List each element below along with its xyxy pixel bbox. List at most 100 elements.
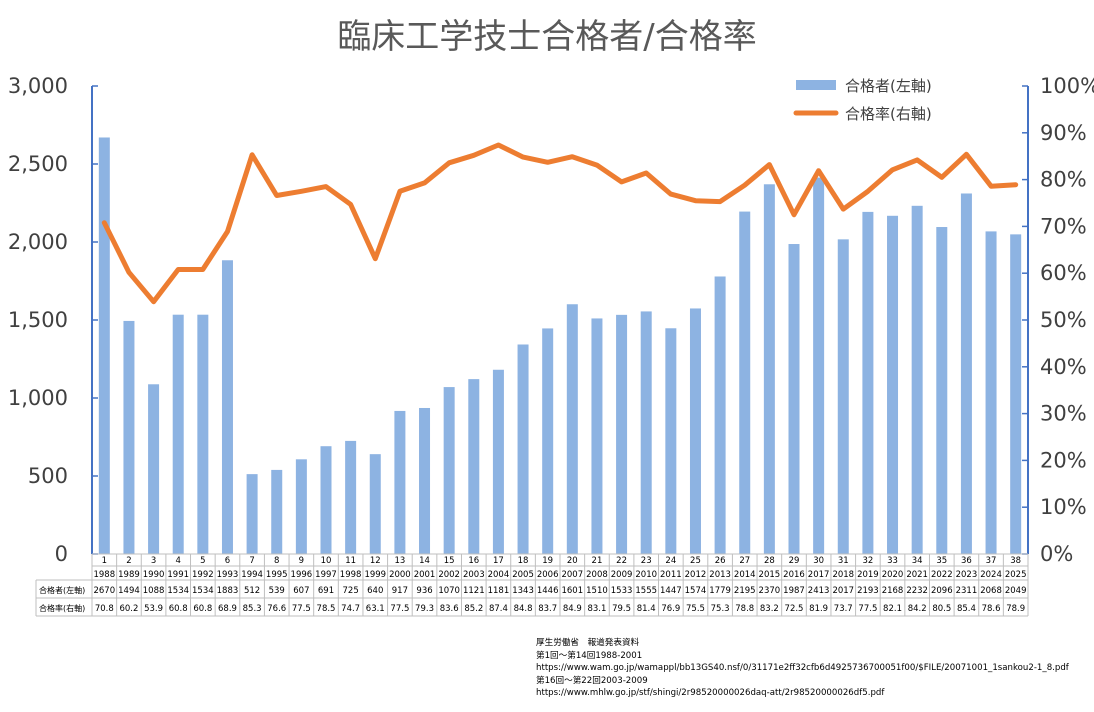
table-value-count: 1088: [143, 586, 165, 596]
x-year-label: 2011: [660, 570, 682, 580]
x-tick-label: 8: [274, 556, 279, 566]
x-year-label: 1992: [192, 570, 214, 580]
table-value-rate: 85.2: [464, 604, 483, 614]
x-year-label: 2023: [956, 570, 978, 580]
x-year-label: 2019: [857, 570, 879, 580]
x-year-label: 2016: [783, 570, 805, 580]
source-line: 厚生労働省 報道発表資料: [536, 638, 640, 648]
x-year-label: 2020: [882, 570, 904, 580]
line-point: [570, 155, 574, 159]
bar: [172, 314, 184, 554]
table-value-rate: 68.9: [218, 604, 237, 614]
bar: [616, 314, 628, 554]
line-point: [767, 163, 771, 167]
bar: [813, 177, 825, 554]
bar: [714, 276, 726, 554]
table-value-rate: 76.9: [661, 604, 680, 614]
table-value-rate: 60.2: [119, 604, 138, 614]
table-value-rate: 85.3: [243, 604, 262, 614]
table-value-count: 1446: [537, 586, 559, 596]
x-tick-label: 23: [641, 556, 652, 566]
y-right-tick-label: 90%: [1040, 121, 1087, 145]
table-value-rate: 77.5: [858, 604, 877, 614]
y-right-tick-label: 20%: [1040, 448, 1087, 472]
x-year-label: 1999: [364, 570, 386, 580]
x-year-label: 2014: [734, 570, 756, 580]
bar: [887, 215, 899, 555]
table-value-count: 1987: [783, 586, 805, 596]
table-value-count: 2413: [808, 586, 830, 596]
x-tick-label: 2: [126, 556, 131, 566]
table-value-rate: 83.1: [587, 604, 606, 614]
x-year-label: 1989: [118, 570, 140, 580]
x-tick-label: 25: [690, 556, 701, 566]
line-point: [743, 183, 747, 187]
table-value-count: 2049: [1005, 586, 1027, 596]
y-right-tick-label: 50%: [1040, 308, 1087, 332]
table-value-rate: 84.9: [563, 604, 582, 614]
table-value-count: 1779: [709, 586, 731, 596]
table-value-count: 2311: [956, 586, 978, 596]
right-axis-ticks: 0% 10% 20% 30% 40% 50% 60% 70% 80% 90% 100%: [1040, 74, 1094, 566]
x-tick-label: 13: [394, 556, 405, 566]
bar: [271, 469, 283, 554]
line-point: [718, 200, 722, 204]
bar: [345, 440, 357, 554]
table-value-rate: 84.2: [908, 604, 927, 614]
line-point: [792, 213, 796, 217]
table-value-rate: 76.6: [267, 604, 286, 614]
x-tick-label: 28: [764, 556, 775, 566]
line-point: [324, 185, 328, 189]
bar: [221, 260, 233, 554]
bar: [123, 320, 135, 554]
x-year-label: 1988: [93, 570, 115, 580]
y-left-tick-label: 2,000: [8, 230, 68, 254]
x-year-label: 2024: [980, 570, 1002, 580]
x-tick-label: 17: [493, 556, 504, 566]
table-value-rate: 60.8: [193, 604, 212, 614]
x-year-label: 2000: [389, 570, 411, 580]
table-value-rate: 84.8: [514, 604, 533, 614]
table-value-rate: 74.7: [341, 604, 360, 614]
bar: [419, 407, 431, 554]
table-value-count: 1883: [217, 586, 239, 596]
axes: [91, 85, 1029, 555]
x-tick-label: 29: [789, 556, 800, 566]
table-value-count: 2195: [734, 586, 756, 596]
table-value-count: 512: [244, 586, 260, 596]
table-value-count: 2068: [980, 586, 1002, 596]
x-tick-label: 36: [961, 556, 972, 566]
line-point: [102, 221, 106, 225]
line-point: [201, 267, 205, 271]
chart-title: 臨床工学技士合格者/合格率: [337, 17, 756, 57]
x-tick-label: 37: [986, 556, 997, 566]
y-right-tick-label: 30%: [1040, 402, 1087, 426]
line-point: [866, 189, 870, 193]
line-point: [373, 257, 377, 261]
x-year-label: 1997: [315, 570, 337, 580]
table-value-count: 917: [392, 586, 408, 596]
table-value-rate: 63.1: [366, 604, 385, 614]
bar: [443, 387, 455, 554]
x-year-label: 1995: [266, 570, 288, 580]
x-year-label: 2012: [685, 570, 707, 580]
table-value-rate: 79.5: [612, 604, 631, 614]
y-left-tick-label: 3,000: [8, 74, 68, 98]
x-tick-label: 22: [616, 556, 627, 566]
bar: [468, 379, 480, 554]
table-value-rate: 73.7: [834, 604, 853, 614]
bar: [640, 311, 652, 554]
line-point: [398, 189, 402, 193]
table-value-rate: 82.1: [883, 604, 902, 614]
table-row-label: 合格者(左軸): [39, 585, 85, 595]
line-point: [620, 180, 624, 184]
table-value-rate: 72.5: [785, 604, 804, 614]
x-tick-label: 34: [912, 556, 923, 566]
x-year-label: 2008: [586, 570, 608, 580]
x-tick-label: 26: [715, 556, 726, 566]
y-right-tick-label: 60%: [1040, 261, 1087, 285]
table-value-rate: 70.8: [95, 604, 114, 614]
bar: [788, 244, 800, 554]
line-point: [349, 202, 353, 206]
bar: [98, 137, 110, 555]
